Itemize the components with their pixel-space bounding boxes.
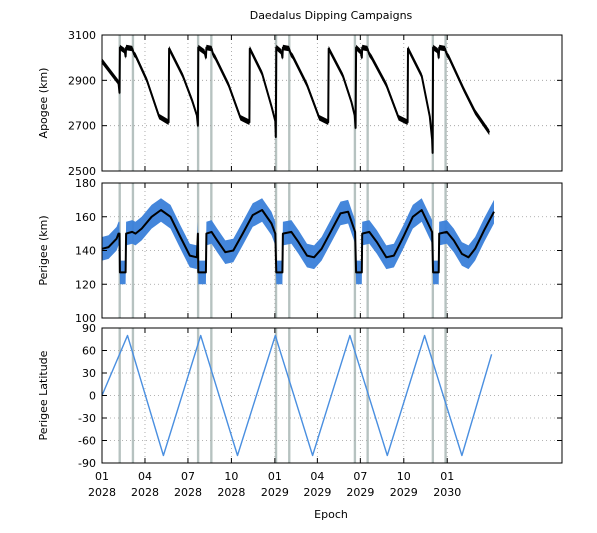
y-tick-label: 160 xyxy=(75,211,96,224)
x-axis-label: Epoch xyxy=(314,508,348,521)
x-tick-label-month: 10 xyxy=(224,470,238,483)
campaign-band xyxy=(118,328,121,463)
campaign-band xyxy=(366,35,369,171)
y-tick-label: 100 xyxy=(75,312,96,325)
campaign-band xyxy=(288,183,291,318)
series-line xyxy=(101,334,493,457)
campaign-band xyxy=(444,35,447,171)
x-tick-label-year: 2029 xyxy=(390,486,418,499)
series-line xyxy=(101,46,491,154)
panel-background xyxy=(102,35,562,171)
y-axis-label: Apogee (km) xyxy=(37,68,50,139)
y-axis-label: Perigee (km) xyxy=(37,215,50,285)
x-tick-label-year: 2030 xyxy=(433,486,461,499)
y-tick-label: 120 xyxy=(75,278,96,291)
y-tick-label: 2700 xyxy=(68,120,96,133)
y-tick-label: -60 xyxy=(78,435,96,448)
campaign-band xyxy=(210,183,213,318)
panel-3: -90 -60 -30 0 30 60 90 Perigee Latitude xyxy=(37,322,563,470)
campaign-band xyxy=(288,35,291,171)
campaign-band xyxy=(288,328,291,463)
x-tick-label-year: 2028 xyxy=(174,486,202,499)
campaign-band xyxy=(131,35,135,171)
x-tick-label-month: 10 xyxy=(397,470,411,483)
x-tick-label-month: 07 xyxy=(353,470,367,483)
y-tick-label: 2900 xyxy=(68,74,96,87)
chart-title: Daedalus Dipping Campaigns xyxy=(250,9,413,22)
y-tick-label: 3100 xyxy=(68,29,96,42)
x-tick-label-month: 07 xyxy=(181,470,195,483)
y-tick-label: 60 xyxy=(82,345,96,358)
x-tick-label-month: 04 xyxy=(310,470,324,483)
y-tick-label: -90 xyxy=(78,457,96,470)
campaign-band xyxy=(274,328,278,463)
campaign-band xyxy=(444,183,447,318)
panel-frame xyxy=(101,34,563,172)
x-tick-label-year: 2028 xyxy=(88,486,116,499)
y-tick-label: -30 xyxy=(78,412,96,425)
campaign-band xyxy=(131,183,135,318)
y-tick-label: 2500 xyxy=(68,165,96,178)
campaign-band xyxy=(131,328,135,463)
x-tick-label-month: 04 xyxy=(138,470,152,483)
x-tick-label-year: 2029 xyxy=(346,486,374,499)
x-tick-label-year: 2029 xyxy=(303,486,331,499)
y-tick-label: 140 xyxy=(75,245,96,258)
x-tick-label-year: 2028 xyxy=(217,486,245,499)
x-tick-label-year: 2028 xyxy=(131,486,159,499)
campaign-band xyxy=(431,328,435,463)
panel-1: 2500 2700 2900 3100 Apogee (km) xyxy=(37,29,563,178)
x-tick-label-month: 01 xyxy=(440,470,454,483)
campaign-band xyxy=(210,328,213,463)
x-tick-label-month: 01 xyxy=(95,470,109,483)
campaign-band xyxy=(118,35,121,171)
y-tick-label: 0 xyxy=(89,390,96,403)
y-tick-label: 30 xyxy=(82,367,96,380)
campaign-band xyxy=(210,35,213,171)
series-line xyxy=(101,209,495,274)
campaign-band xyxy=(366,328,369,463)
y-axis-label: Perigee Latitude xyxy=(37,350,50,440)
x-tick-label-year: 2029 xyxy=(261,486,289,499)
campaign-band xyxy=(366,183,369,318)
y-tick-label: 180 xyxy=(75,177,96,190)
x-axis: 01 2028 04 2028 07 2028 10 2028 01 2029 04 2029 07 20… xyxy=(88,470,461,499)
campaign-band xyxy=(444,328,447,463)
y-tick-label: 90 xyxy=(82,322,96,335)
x-tick-label-month: 01 xyxy=(268,470,282,483)
panel-2: 100 120 140 160 180 Perigee (km) xyxy=(37,177,563,325)
